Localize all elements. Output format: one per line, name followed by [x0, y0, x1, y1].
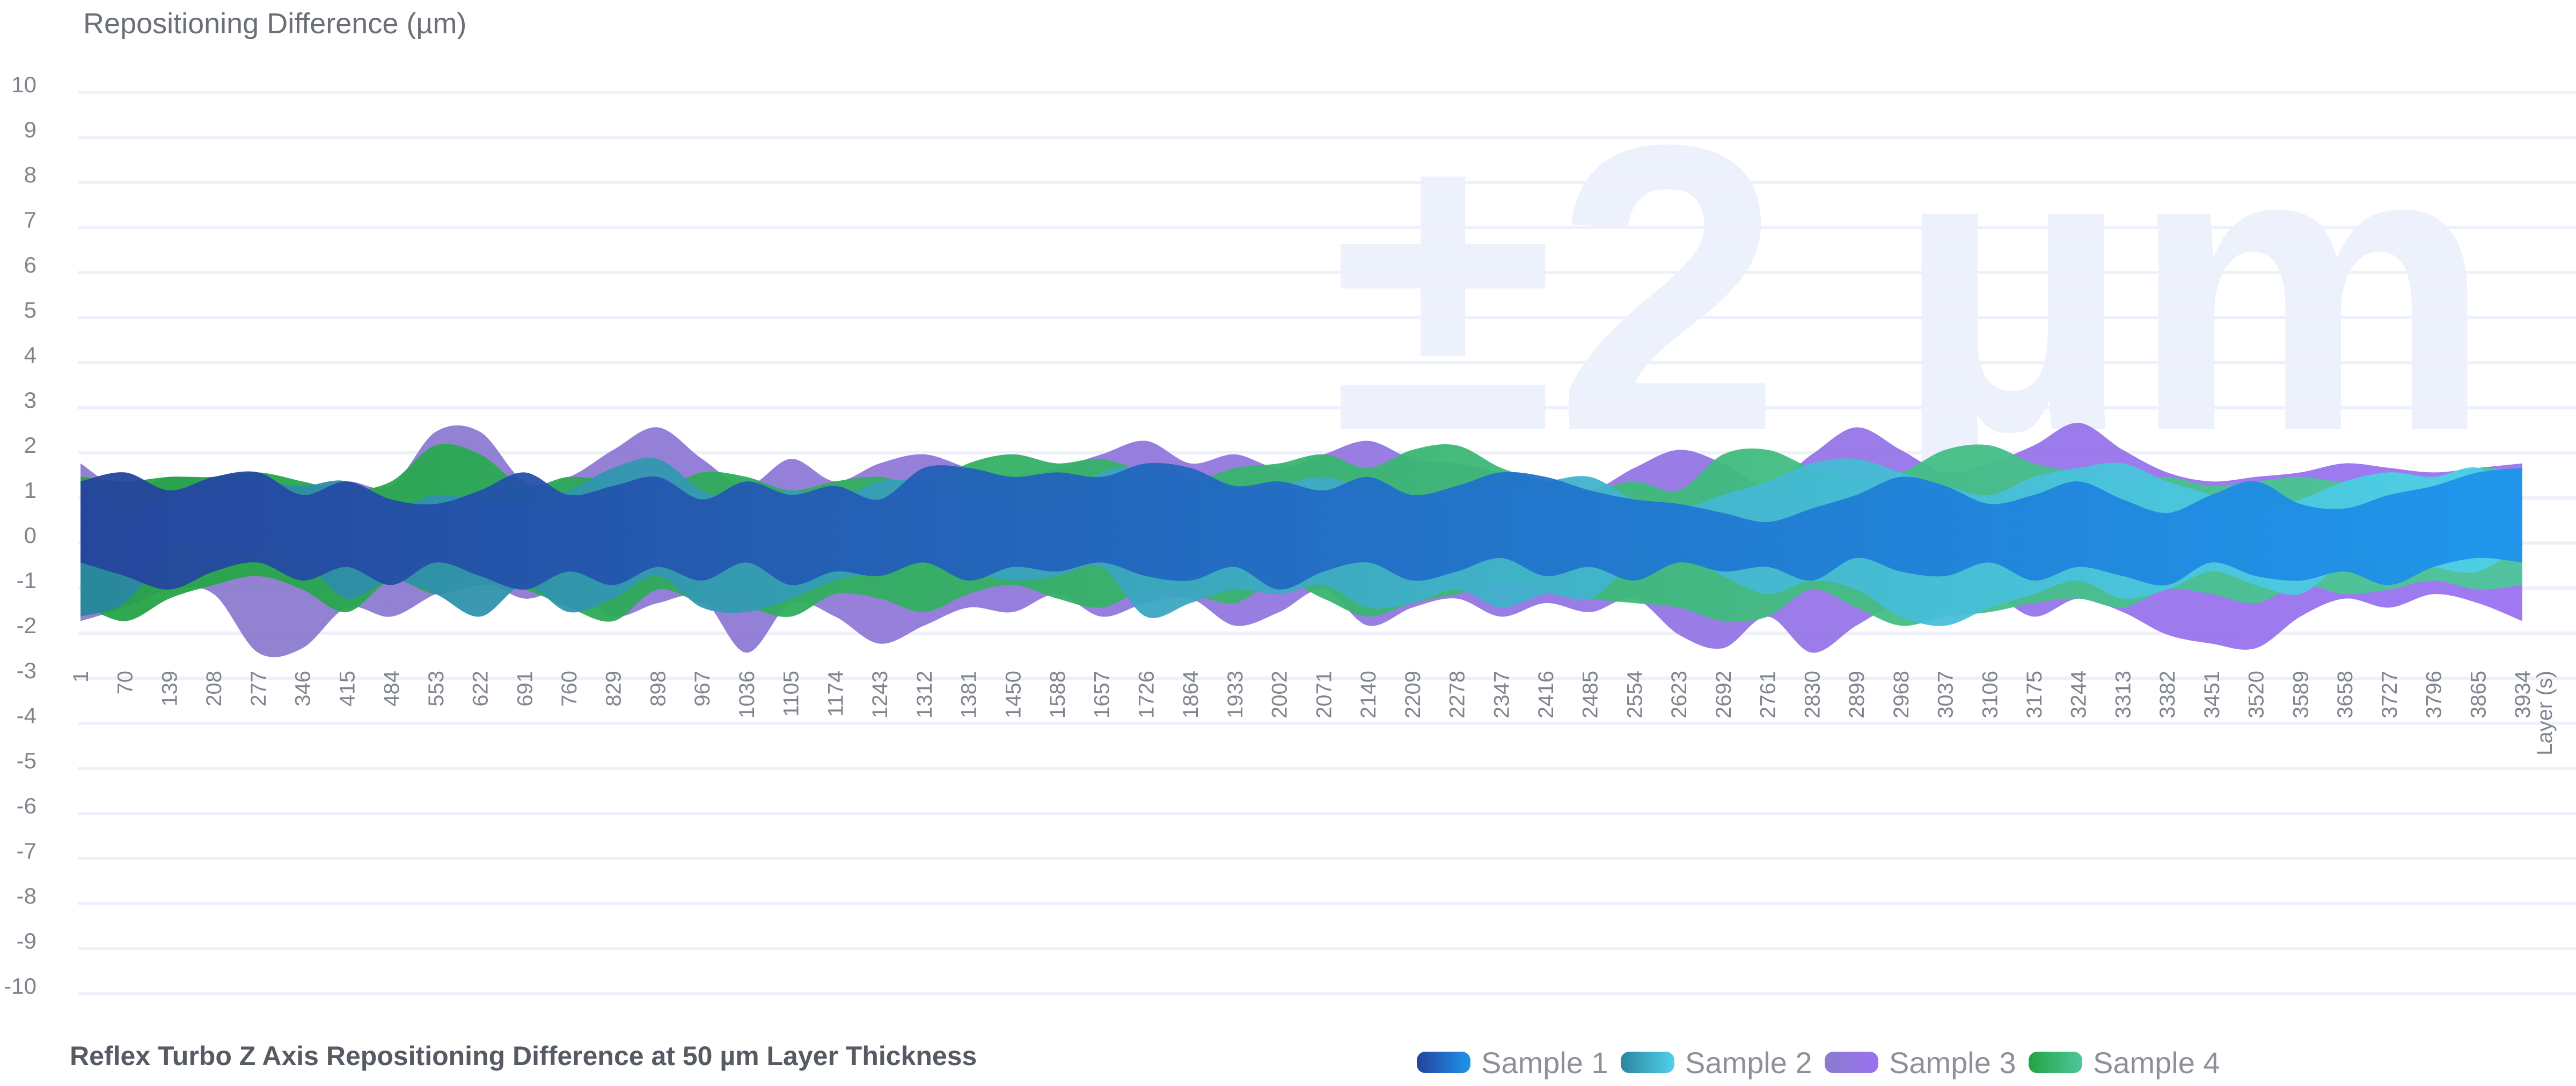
legend-item-sample-2[interactable]: Sample 2 [1621, 1046, 1812, 1080]
x-axis-ticks: 1 70 139 208 277 346 415 484 553 622 691 760 829 898 9… [69, 671, 2535, 718]
x-tick-label: 3037 [1934, 671, 1958, 718]
x-tick-label: 1 [69, 671, 93, 683]
x-tick-label: 484 [380, 671, 404, 707]
y-tick-label: -8 [17, 883, 36, 908]
y-tick-label: 9 [24, 117, 36, 142]
x-tick-label: 760 [558, 671, 581, 707]
x-tick-label: 3727 [2378, 671, 2402, 718]
x-tick-label: 1105 [780, 671, 803, 717]
x-tick-label: 415 [335, 671, 359, 707]
x-tick-label: 3451 [2200, 671, 2224, 718]
x-tick-label: 3382 [2156, 671, 2179, 718]
y-tick-label: 1 [24, 478, 36, 503]
legend-swatch [1417, 1052, 1470, 1073]
y-tick-label: -9 [17, 928, 36, 953]
x-tick-label: 898 [646, 671, 670, 707]
x-tick-label: 2278 [1446, 671, 1469, 718]
x-tick-label: 1864 [1179, 671, 1203, 718]
y-axis-title: Repositioning Difference (µm) [83, 8, 466, 40]
y-tick-label: 2 [24, 432, 36, 458]
x-tick-label: 2416 [1534, 671, 1558, 718]
legend-label: Sample 3 [1889, 1046, 2016, 1080]
x-tick-label: 3106 [1978, 671, 2002, 718]
legend-label: Sample 4 [2093, 1046, 2220, 1080]
legend: Sample 1 Sample 2 Sample 3 Sample 4 [1417, 1046, 2220, 1080]
x-tick-label: 622 [469, 671, 493, 707]
y-tick-label: 7 [24, 207, 36, 232]
x-tick-label: 1036 [735, 671, 759, 718]
x-tick-label: 3313 [2111, 671, 2135, 718]
legend-item-sample-3[interactable]: Sample 3 [1825, 1046, 2016, 1080]
x-tick-label: 3175 [2023, 671, 2046, 718]
legend-label: Sample 1 [1481, 1046, 1608, 1080]
x-tick-label: 1588 [1046, 671, 1070, 718]
series-areas [80, 422, 2522, 657]
x-tick-label: 553 [425, 671, 448, 707]
y-tick-label: -10 [4, 973, 36, 999]
area-sample-1 [80, 463, 2522, 590]
x-tick-label: 967 [691, 671, 714, 707]
x-tick-label: 3589 [2289, 671, 2312, 718]
x-tick-label: 1174 [824, 671, 847, 717]
watermark: ±2 µm [1331, 61, 2493, 518]
y-tick-label: 10 [11, 72, 36, 97]
x-tick-label: 1450 [1001, 671, 1025, 718]
x-tick-label: 1726 [1135, 671, 1158, 718]
y-tick-label: 4 [24, 342, 36, 368]
x-tick-label: 139 [158, 671, 181, 707]
legend-label: Sample 2 [1685, 1046, 1812, 1080]
y-tick-label: -6 [17, 793, 36, 818]
x-tick-label: 3520 [2245, 671, 2268, 718]
x-tick-label: 2071 [1312, 671, 1336, 718]
x-tick-label: 1933 [1224, 671, 1247, 718]
legend-swatch [2029, 1052, 2082, 1073]
y-tick-label: -4 [17, 703, 36, 728]
x-tick-label: 2485 [1579, 671, 1602, 718]
x-tick-label: 2209 [1401, 671, 1425, 718]
x-tick-label: 3865 [2467, 671, 2490, 718]
x-tick-label: 2692 [1712, 671, 1736, 718]
x-tick-label: 1657 [1091, 671, 1114, 718]
legend-swatch [1621, 1052, 1674, 1073]
legend-swatch [1825, 1052, 1878, 1073]
chart-title: Reflex Turbo Z Axis Repositioning Differ… [70, 1041, 977, 1071]
y-tick-label: -3 [17, 658, 36, 683]
y-tick-label: -2 [17, 613, 36, 638]
x-tick-label: 2830 [1801, 671, 1824, 718]
x-tick-label: 2140 [1357, 671, 1380, 718]
y-tick-label: 6 [24, 252, 36, 277]
x-tick-label: 1312 [913, 671, 936, 718]
x-tick-label: 3244 [2067, 671, 2091, 718]
x-tick-label: 691 [513, 671, 537, 707]
x-tick-label: 829 [602, 671, 626, 707]
x-tick-label: 3796 [2423, 671, 2446, 718]
y-tick-label: -1 [17, 568, 36, 593]
x-tick-label: 2623 [1667, 671, 1691, 718]
x-tick-label: 2002 [1268, 671, 1292, 718]
x-tick-label: 2899 [1845, 671, 1869, 718]
y-tick-label: 5 [24, 297, 36, 322]
x-axis-title: Layer (s) [2533, 671, 2557, 755]
x-tick-label: 277 [247, 671, 270, 707]
y-tick-label: 3 [24, 387, 36, 413]
x-tick-label: 1381 [957, 671, 981, 718]
x-tick-label: 208 [202, 671, 226, 707]
x-tick-label: 346 [291, 671, 315, 707]
y-tick-label: -5 [17, 748, 36, 773]
x-tick-label: 1243 [868, 671, 892, 718]
x-tick-label: 70 [114, 671, 137, 695]
y-tick-label: 8 [24, 162, 36, 187]
y-tick-label: -7 [17, 838, 36, 863]
x-tick-label: 2761 [1757, 671, 1780, 718]
legend-item-sample-4[interactable]: Sample 4 [2029, 1046, 2220, 1080]
y-tick-label: 0 [24, 523, 36, 548]
x-tick-label: 2554 [1623, 671, 1646, 718]
x-tick-label: 3658 [2333, 671, 2357, 718]
x-tick-label: 2347 [1490, 671, 1513, 718]
x-tick-label: 2968 [1890, 671, 1913, 718]
x-tick-label: 3934 [2511, 671, 2535, 718]
legend-item-sample-1[interactable]: Sample 1 [1417, 1046, 1608, 1080]
